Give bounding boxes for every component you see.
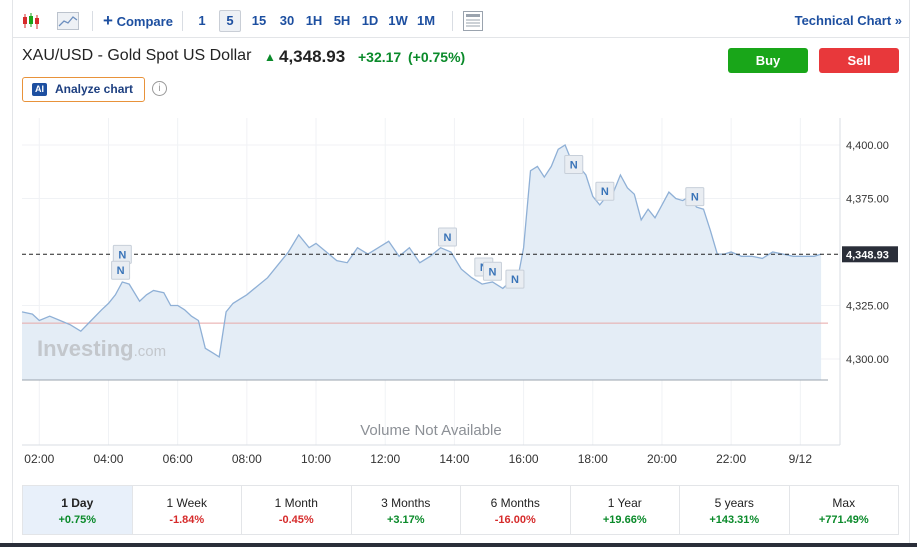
news-marker[interactable]: N bbox=[437, 227, 457, 247]
performance-periods: 1 Day +0.75% 1 Week -1.84% 1 Month -0.45% 3 Mo… bbox=[22, 485, 899, 535]
period-3-months[interactable]: 3 Months +3.17% bbox=[352, 486, 461, 534]
info-icon[interactable]: i bbox=[152, 81, 167, 96]
x-tick-label: 04:00 bbox=[93, 452, 123, 466]
last-price: 4,348.93 bbox=[279, 47, 346, 66]
period-change: +19.66% bbox=[602, 514, 647, 526]
ai-icon: AI bbox=[32, 83, 47, 96]
interval-1m[interactable]: 1M bbox=[416, 13, 436, 28]
price-change: +32.17 bbox=[358, 49, 402, 65]
price-line bbox=[21, 144, 822, 358]
interval-5h[interactable]: 5H bbox=[333, 13, 351, 28]
news-marker[interactable]: N bbox=[505, 269, 525, 289]
buy-button[interactable]: Buy bbox=[728, 48, 808, 73]
period-change: +3.17% bbox=[386, 514, 425, 526]
period-change: +771.49% bbox=[818, 514, 869, 526]
x-tick-label: 22:00 bbox=[716, 452, 746, 466]
period-change: -0.45% bbox=[278, 514, 314, 526]
period-label: 1 Year bbox=[607, 496, 642, 510]
interval-15[interactable]: 15 bbox=[251, 13, 267, 28]
period-1-day[interactable]: 1 Day +0.75% bbox=[23, 486, 133, 534]
period-label: 5 years bbox=[714, 496, 754, 510]
interval-1d[interactable]: 1D bbox=[361, 13, 379, 28]
y-tick-label: 4,400.00 bbox=[846, 140, 889, 152]
y-tick-label: 4,325.00 bbox=[846, 301, 889, 313]
news-marker-label: N bbox=[601, 186, 609, 198]
news-marker[interactable]: N bbox=[595, 181, 615, 201]
plus-icon: + bbox=[103, 11, 113, 30]
technical-chart-link[interactable]: Technical Chart » bbox=[794, 13, 902, 28]
period-change: -1.84% bbox=[169, 514, 205, 526]
x-tick-label: 10:00 bbox=[301, 452, 331, 466]
instrument-title: XAU/USD - Gold Spot US Dollar bbox=[22, 47, 252, 64]
period-label: 3 Months bbox=[381, 496, 431, 510]
period-1-month[interactable]: 1 Month -0.45% bbox=[242, 486, 352, 534]
x-tick-label: 02:00 bbox=[24, 452, 54, 466]
news-marker-label: N bbox=[444, 232, 452, 244]
analyze-chart-button[interactable]: AI Analyze chart bbox=[22, 77, 145, 102]
period-max[interactable]: Max +771.49% bbox=[790, 486, 899, 534]
x-tick-label: 06:00 bbox=[163, 452, 193, 466]
news-marker[interactable]: N bbox=[111, 260, 131, 280]
x-tick-label: 08:00 bbox=[232, 452, 262, 466]
y-tick-label: 4,300.00 bbox=[846, 354, 889, 366]
x-tick-label: 16:00 bbox=[509, 452, 539, 466]
y-tick-label: 4,375.00 bbox=[846, 194, 889, 206]
compare-button[interactable]: + Compare bbox=[102, 6, 174, 36]
volume-not-available: Volume Not Available bbox=[360, 422, 501, 439]
news-marker-label: N bbox=[570, 159, 578, 171]
last-price-tag: 4,348.93 bbox=[842, 246, 898, 263]
news-marker[interactable]: N bbox=[564, 154, 584, 174]
news-marker[interactable]: N bbox=[112, 244, 132, 264]
interval-1w[interactable]: 1W bbox=[388, 13, 408, 28]
chart-toolbar: + Compare 1 5 15 30 1H 5H 1D 1W 1M Techn… bbox=[12, 6, 910, 36]
candlestick-icon[interactable] bbox=[20, 6, 42, 36]
period-label: 1 Month bbox=[274, 496, 318, 510]
price-chart[interactable]: NNNNNNNNN 4,300.00 4,325.00 4,375.00 4,400.… bbox=[0, 0, 917, 480]
investing-watermark: Investing.com bbox=[37, 336, 166, 361]
period-change: -16.00% bbox=[494, 514, 536, 526]
period-label: 6 Months bbox=[490, 496, 540, 510]
chart-frame bbox=[12, 0, 910, 547]
news-marker[interactable]: N bbox=[482, 261, 502, 281]
compare-label: Compare bbox=[116, 14, 173, 29]
area-chart-icon[interactable] bbox=[56, 6, 80, 36]
interval-1[interactable]: 1 bbox=[198, 13, 206, 28]
news-marker-label: N bbox=[117, 265, 125, 277]
x-tick-label: 18:00 bbox=[578, 452, 608, 466]
price-area-fill bbox=[22, 145, 822, 380]
period-label: 1 Week bbox=[166, 496, 207, 510]
news-marker-label: N bbox=[511, 274, 519, 286]
news-marker-label: N bbox=[118, 249, 126, 261]
up-arrow-icon: ▲ bbox=[264, 50, 276, 64]
interval-5[interactable]: 5 bbox=[219, 10, 241, 32]
period-change: +143.31% bbox=[709, 514, 760, 526]
analyze-chart-label: Analyze chart bbox=[55, 82, 134, 96]
interval-30[interactable]: 30 bbox=[279, 13, 295, 28]
news-marker-label: N bbox=[691, 192, 699, 204]
news-marker[interactable]: N bbox=[685, 187, 705, 207]
y-axis: 4,300.00 4,325.00 4,375.00 4,400.00 bbox=[846, 140, 889, 366]
interval-1h[interactable]: 1H bbox=[305, 13, 323, 28]
x-tick-label: 12:00 bbox=[370, 452, 400, 466]
news-markers: NNNNNNNNN bbox=[111, 154, 705, 289]
period-label: 1 Day bbox=[61, 496, 94, 510]
last-price-tag-label: 4,348.93 bbox=[846, 249, 889, 261]
news-marker-label: N bbox=[488, 266, 496, 278]
settings-panel-icon[interactable] bbox=[462, 6, 484, 36]
period-1-year[interactable]: 1 Year +19.66% bbox=[571, 486, 680, 534]
period-1-week[interactable]: 1 Week -1.84% bbox=[133, 486, 242, 534]
sell-button[interactable]: Sell bbox=[819, 48, 899, 73]
period-6-months[interactable]: 6 Months -16.00% bbox=[461, 486, 571, 534]
bottom-bar bbox=[0, 543, 917, 547]
x-tick-label: 9/12 bbox=[789, 452, 813, 466]
x-axis: 02:00 04:00 06:00 08:00 10:00 12:00 14:00 16:00… bbox=[24, 452, 812, 466]
period-change: +0.75% bbox=[58, 514, 97, 526]
x-tick-label: 14:00 bbox=[439, 452, 469, 466]
period-label: Max bbox=[832, 496, 856, 510]
toolbar-divider bbox=[12, 37, 910, 38]
x-tick-label: 20:00 bbox=[647, 452, 677, 466]
period-5-years[interactable]: 5 years +143.31% bbox=[680, 486, 790, 534]
price-change-percent: (+0.75%) bbox=[408, 49, 466, 65]
